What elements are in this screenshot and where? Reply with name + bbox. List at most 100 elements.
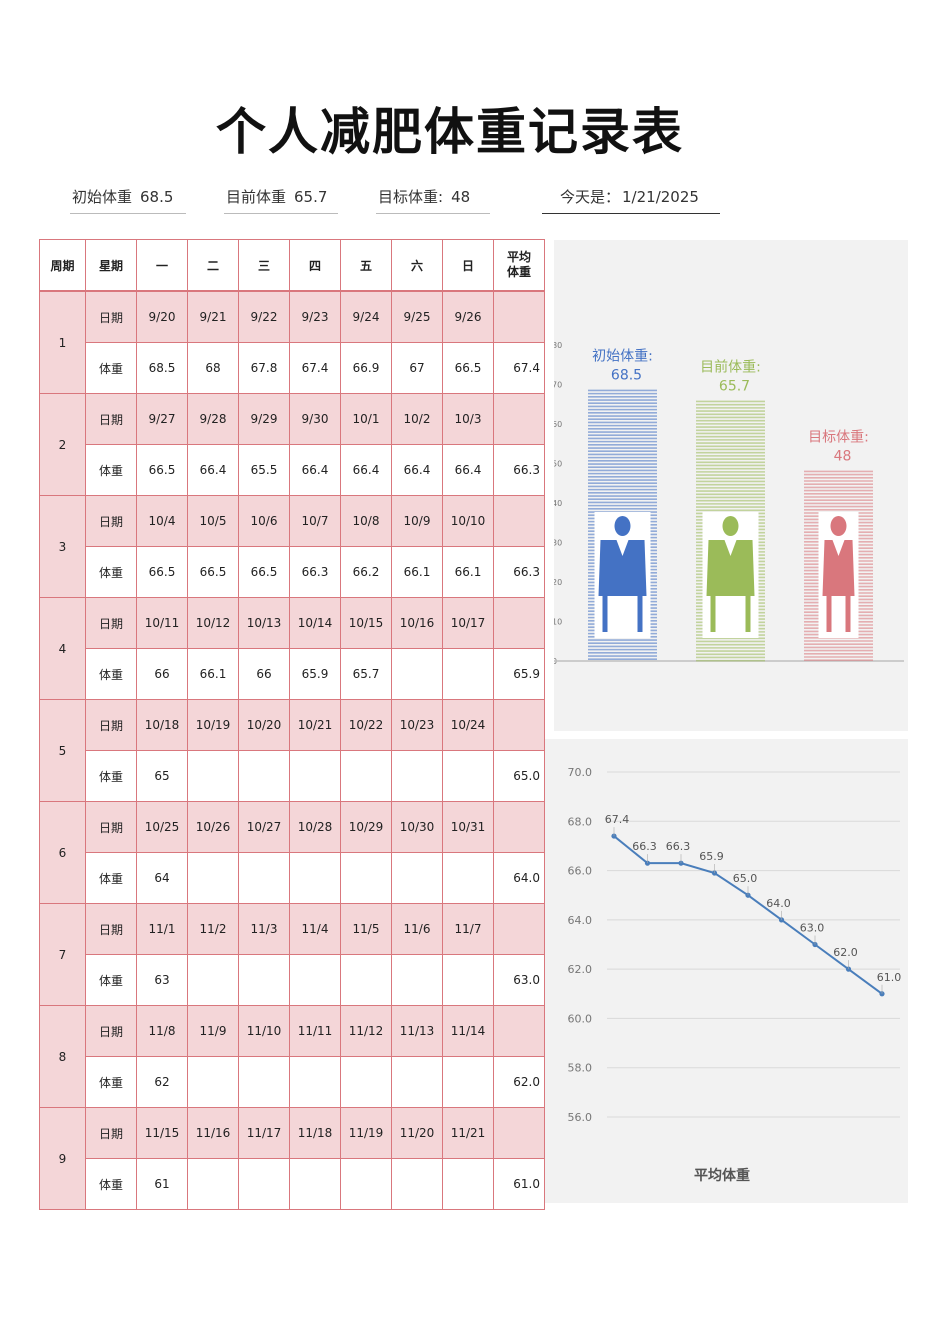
bar-y-tick-label: 60	[554, 420, 562, 429]
weight-cell[interactable]	[442, 750, 494, 802]
weight-cell[interactable]	[340, 750, 392, 802]
table-row: 体重 66.5 66.4 65.5 66.4 66.4 66.4 66.4 66.3	[40, 444, 545, 496]
weight-cell[interactable]: 65.9	[289, 648, 341, 700]
date-cell: 9/23	[289, 290, 341, 343]
weight-bar-chart-panel: 01020304050607080初始体重:68.5目前体重:65.7目标体重:…	[546, 240, 908, 731]
weight-cell[interactable]	[442, 1158, 494, 1210]
week-number: 2	[39, 393, 86, 496]
weight-cell[interactable]: 66.5	[136, 546, 188, 598]
average-weight-line-chart: 56.0 58.0 60.0 62.0 64.0 66.0 68.0 70.0 67.4 66.3…	[568, 766, 902, 1184]
date-cell: 10/12	[187, 597, 239, 649]
weight-cell[interactable]: 66.9	[340, 342, 392, 394]
weight-cell[interactable]	[391, 852, 443, 904]
bar-y-tick-label: 70	[554, 381, 562, 390]
weight-cell[interactable]: 65.7	[340, 648, 392, 700]
weight-cell[interactable]	[187, 1158, 239, 1210]
weight-cell[interactable]	[340, 852, 392, 904]
weight-cell[interactable]: 67	[391, 342, 443, 394]
target-weight-field: 目标体重: 48	[378, 186, 470, 207]
weight-cell[interactable]	[289, 1056, 341, 1108]
weight-cell[interactable]: 66.1	[391, 546, 443, 598]
weight-cell[interactable]	[238, 750, 290, 802]
line-y-tick-label: 64.0	[568, 914, 593, 927]
weight-cell[interactable]	[187, 750, 239, 802]
weight-cell[interactable]: 65	[136, 750, 188, 802]
date-cell: 11/1	[136, 903, 188, 955]
weight-cell[interactable]: 67.8	[238, 342, 290, 394]
weight-row-label: 体重	[85, 954, 137, 1006]
date-cell: 10/2	[391, 393, 443, 445]
weight-cell[interactable]	[187, 1056, 239, 1108]
weight-cell[interactable]	[391, 648, 443, 700]
weight-cell[interactable]	[289, 750, 341, 802]
date-cell: 10/20	[238, 699, 290, 751]
person-silhouette-icon	[702, 512, 759, 638]
weight-cell[interactable]: 66.5	[136, 444, 188, 496]
line-y-tick-label: 58.0	[568, 1062, 593, 1075]
date-cell: 9/27	[136, 393, 188, 445]
weight-cell[interactable]	[442, 852, 494, 904]
weight-cell[interactable]	[187, 954, 239, 1006]
table-row: 体重 66 66.1 66 65.9 65.7 65.9	[40, 648, 545, 700]
weight-cell[interactable]: 66.4	[340, 444, 392, 496]
date-cell: 9/30	[289, 393, 341, 445]
weight-cell[interactable]	[391, 1056, 443, 1108]
weight-cell[interactable]: 65.5	[238, 444, 290, 496]
weight-cell[interactable]	[238, 1158, 290, 1210]
date-cell: 10/29	[340, 801, 392, 853]
weight-cell[interactable]: 62	[136, 1056, 188, 1108]
empty-cell	[493, 597, 545, 649]
weight-cell[interactable]	[340, 954, 392, 1006]
line-point	[678, 860, 684, 866]
weight-cell[interactable]	[442, 1056, 494, 1108]
date-cell: 11/12	[340, 1005, 392, 1057]
week-number: 5	[39, 699, 86, 802]
weight-cell[interactable]: 64	[136, 852, 188, 904]
weight-cell[interactable]	[340, 1056, 392, 1108]
weight-cell[interactable]	[391, 1158, 443, 1210]
average-weight-cell: 61.0	[493, 1158, 545, 1210]
weight-cell[interactable]	[391, 750, 443, 802]
weight-cell[interactable]: 66.5	[238, 546, 290, 598]
weight-cell[interactable]: 66.3	[289, 546, 341, 598]
weight-cell[interactable]	[187, 852, 239, 904]
today-field: 今天是： 1/21/2025	[560, 186, 699, 207]
weight-cell[interactable]	[289, 954, 341, 1006]
weight-cell[interactable]: 66.4	[442, 444, 494, 496]
weight-cell[interactable]	[442, 954, 494, 1006]
weight-cell[interactable]	[340, 1158, 392, 1210]
date-cell: 11/15	[136, 1107, 188, 1159]
week-number: 8	[39, 1005, 86, 1108]
line-point	[778, 917, 785, 923]
line-chart-title: 平均体重	[694, 1167, 750, 1184]
weight-cell[interactable]: 66	[238, 648, 290, 700]
weight-cell[interactable]: 66	[136, 648, 188, 700]
weight-cell[interactable]: 66.4	[391, 444, 443, 496]
weight-cell[interactable]	[289, 1158, 341, 1210]
weight-cell[interactable]: 67.4	[289, 342, 341, 394]
weight-cell[interactable]	[238, 1056, 290, 1108]
header-average-line2: 体重	[506, 265, 531, 279]
weight-cell[interactable]: 66.4	[289, 444, 341, 496]
weight-cell[interactable]	[289, 852, 341, 904]
bar-category-label: 目标体重:	[808, 429, 869, 445]
weight-cell[interactable]: 66.1	[442, 546, 494, 598]
weight-cell[interactable]: 63	[136, 954, 188, 1006]
table-row: 体重 66.5 66.5 66.5 66.3 66.2 66.1 66.1 66.3	[40, 546, 545, 598]
weight-bar-chart: 01020304050607080初始体重:68.5目前体重:65.7目标体重:…	[546, 341, 904, 666]
weight-cell[interactable]: 66.5	[442, 342, 494, 394]
weight-cell[interactable]: 66.5	[187, 546, 239, 598]
date-row-label: 日期	[85, 393, 137, 445]
weight-cell[interactable]: 61	[136, 1158, 188, 1210]
weight-cell[interactable]: 68	[187, 342, 239, 394]
weight-cell[interactable]: 66.4	[187, 444, 239, 496]
weight-cell[interactable]	[442, 648, 494, 700]
line-data-label: 63.0	[800, 922, 825, 935]
weight-cell[interactable]: 66.1	[187, 648, 239, 700]
weight-cell[interactable]	[391, 954, 443, 1006]
weight-cell[interactable]: 68.5	[136, 342, 188, 394]
date-cell: 10/16	[391, 597, 443, 649]
weight-cell[interactable]	[238, 954, 290, 1006]
weight-cell[interactable]	[238, 852, 290, 904]
weight-cell[interactable]: 66.2	[340, 546, 392, 598]
